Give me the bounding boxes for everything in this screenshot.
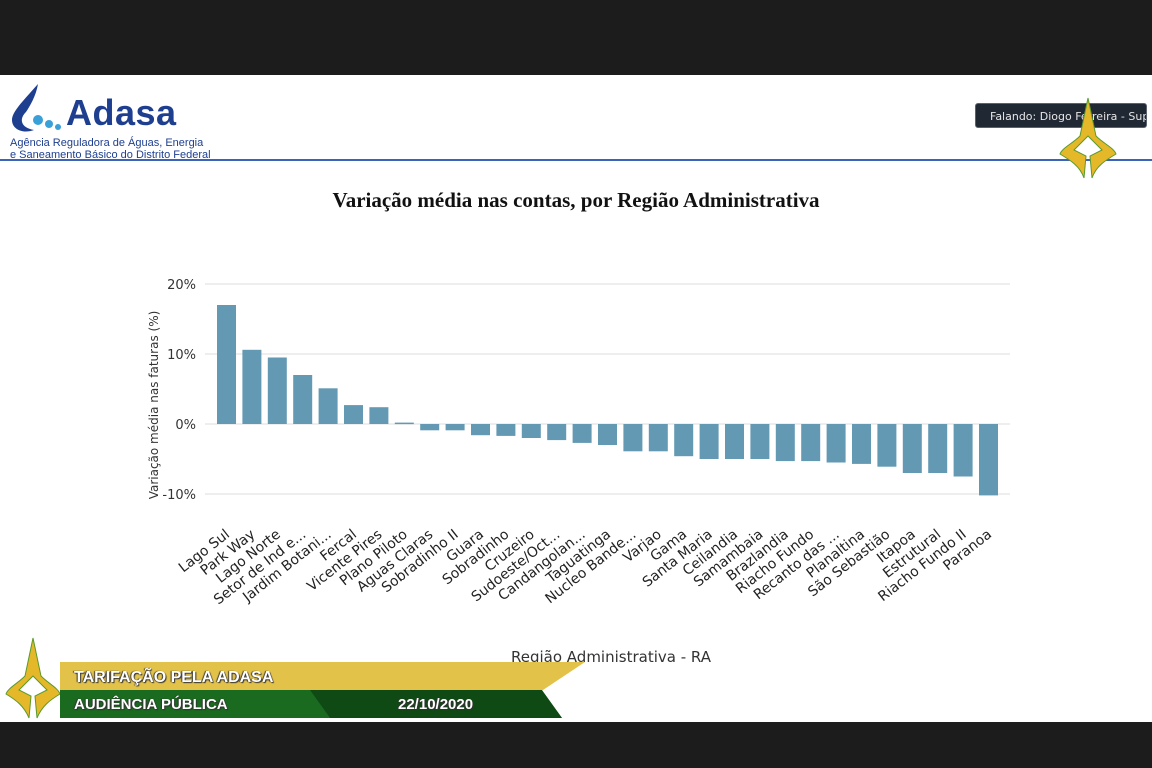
bar (496, 424, 516, 436)
bar (217, 305, 236, 424)
bar (267, 357, 287, 424)
bar (572, 424, 592, 443)
slide (0, 75, 1152, 722)
bar (623, 424, 643, 452)
logo-subtitle: Agência Reguladora de Águas, Energia e Sa… (10, 137, 211, 161)
y-tick-label: 20% (167, 278, 196, 293)
chart-title: Variação média nas contas, por Região Ad… (332, 188, 820, 212)
bar (318, 388, 338, 424)
bar (521, 424, 541, 438)
logo-subtitle-line1: Agência Reguladora de Águas, Energia (10, 137, 204, 149)
bar (775, 424, 795, 462)
logo-wordmark: Adasa (66, 92, 177, 133)
adasa-drop-logo-icon (12, 84, 61, 132)
bar (369, 407, 389, 424)
bar (445, 424, 465, 431)
y-axis-label: Variação média nas faturas (%) (147, 311, 161, 500)
bar (750, 424, 770, 459)
bar (648, 424, 668, 452)
bar (674, 424, 694, 457)
banner-subtitle: AUDIÊNCIA PÚBLICA (74, 696, 228, 713)
bar (852, 424, 871, 464)
bar (344, 405, 363, 424)
banner-title-strip (60, 662, 585, 690)
bar (598, 424, 617, 445)
bar (953, 424, 973, 477)
bar (471, 424, 490, 436)
bar (826, 424, 846, 463)
bar (928, 424, 948, 473)
banner-date-strip (310, 690, 562, 718)
active-speaker-label: Falando: Diogo Ferreira - Superi... (975, 103, 1147, 128)
brasilia-emblem-small-icon (5, 637, 61, 719)
video-top-bar (0, 0, 1152, 75)
y-tick-label: 10% (167, 348, 196, 363)
y-tick-label: -10% (162, 488, 196, 503)
banner-date: 22/10/2020 (398, 696, 474, 713)
y-tick-label: 0% (175, 418, 196, 433)
bar (547, 424, 567, 441)
banner-title: TARIFAÇÃO PELA ADASA (74, 669, 274, 686)
header-divider (0, 159, 1152, 161)
bar (877, 424, 897, 467)
bar (699, 424, 719, 459)
brasilia-emblem-icon (1059, 97, 1117, 179)
bar (902, 424, 922, 473)
bar (801, 424, 821, 462)
bar (725, 424, 744, 459)
bar (242, 349, 262, 424)
logo-subtitle-line2: e Saneamento Básico do Distrito Federal (10, 149, 211, 161)
video-bottom-bar (0, 722, 1152, 768)
x-axis-label: Região Administrativa - RA (511, 648, 712, 666)
bar (979, 424, 998, 496)
bar (394, 422, 414, 425)
bar (293, 375, 313, 424)
bar (420, 424, 440, 431)
